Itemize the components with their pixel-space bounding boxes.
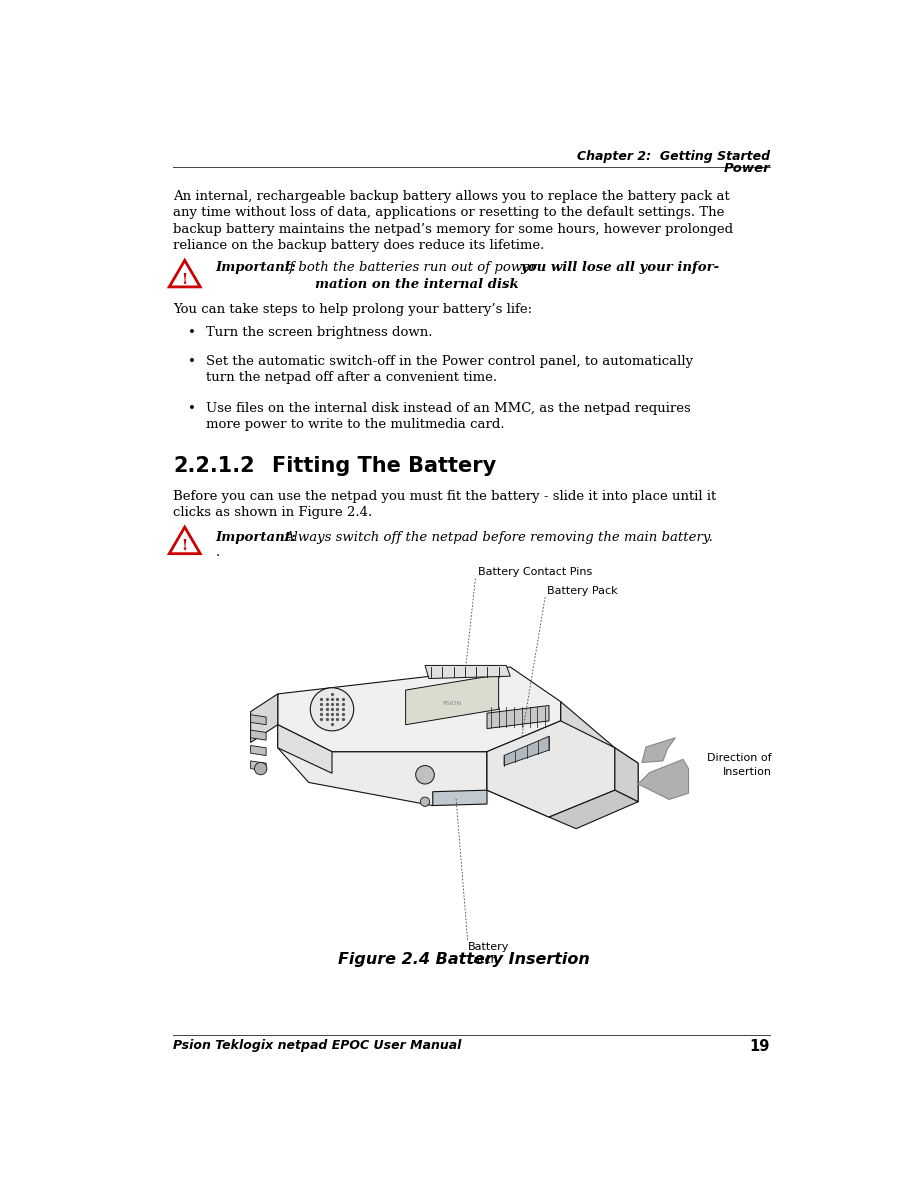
Text: Battery: Battery <box>467 942 508 952</box>
Text: .: . <box>502 278 506 291</box>
Text: Power: Power <box>722 162 769 175</box>
Text: •: • <box>187 402 196 415</box>
Polygon shape <box>486 721 614 818</box>
Text: turn the netpad off after a convenient time.: turn the netpad off after a convenient t… <box>206 372 496 384</box>
Polygon shape <box>425 665 510 679</box>
Circle shape <box>420 797 429 807</box>
Text: If both the batteries run out of power: If both the batteries run out of power <box>284 261 540 275</box>
Polygon shape <box>486 705 549 729</box>
Text: Figure 2.4 Battery Insertion: Figure 2.4 Battery Insertion <box>337 952 589 966</box>
Text: 19: 19 <box>749 1040 769 1054</box>
Text: !: ! <box>181 540 187 554</box>
Text: you will lose all your infor-: you will lose all your infor- <box>520 261 719 275</box>
Polygon shape <box>278 724 332 773</box>
Text: •: • <box>187 326 196 339</box>
Polygon shape <box>641 737 675 763</box>
Text: You can take steps to help prolong your battery’s life:: You can take steps to help prolong your … <box>173 303 532 317</box>
Text: reliance on the backup battery does reduce its lifetime.: reliance on the backup battery does redu… <box>173 239 544 252</box>
Text: An internal, rechargeable backup battery allows you to replace the battery pack : An internal, rechargeable backup battery… <box>173 191 729 203</box>
Polygon shape <box>638 759 687 800</box>
Text: Psion Teklogix netpad EPOC User Manual: Psion Teklogix netpad EPOC User Manual <box>173 1040 461 1053</box>
Text: Direction of: Direction of <box>706 753 771 764</box>
Polygon shape <box>250 761 266 771</box>
Polygon shape <box>278 667 560 752</box>
Text: Latch: Latch <box>467 956 498 965</box>
Polygon shape <box>614 748 638 802</box>
Text: Fitting The Battery: Fitting The Battery <box>272 456 496 476</box>
Text: PSION: PSION <box>442 701 461 706</box>
Circle shape <box>310 688 353 731</box>
Text: Important:: Important: <box>216 261 296 275</box>
Text: •: • <box>187 355 196 368</box>
Text: more power to write to the mulitmedia card.: more power to write to the mulitmedia ca… <box>206 417 504 430</box>
Polygon shape <box>278 724 486 806</box>
Polygon shape <box>486 701 638 818</box>
Text: mation on the internal disk: mation on the internal disk <box>314 278 518 291</box>
Text: Use files on the internal disk instead of an MMC, as the netpad requires: Use files on the internal disk instead o… <box>206 402 689 415</box>
Circle shape <box>415 765 434 784</box>
Polygon shape <box>549 790 638 829</box>
Text: Chapter 2:  Getting Started: Chapter 2: Getting Started <box>576 150 769 163</box>
Text: Battery Contact Pins: Battery Contact Pins <box>478 567 592 577</box>
Text: ·: · <box>216 549 220 562</box>
Text: any time without loss of data, applications or resetting to the default settings: any time without loss of data, applicati… <box>173 206 724 219</box>
Polygon shape <box>405 675 498 724</box>
Text: 2.2.1.2: 2.2.1.2 <box>173 456 255 476</box>
Text: Important:: Important: <box>216 531 296 544</box>
Polygon shape <box>432 790 486 806</box>
Polygon shape <box>250 715 266 724</box>
Text: !: ! <box>181 272 187 287</box>
Text: clicks as shown in Figure 2.4.: clicks as shown in Figure 2.4. <box>173 506 372 519</box>
Text: Before you can use the netpad you must fit the battery - slide it into place unt: Before you can use the netpad you must f… <box>173 490 716 504</box>
Text: Always switch off the netpad before removing the main battery.: Always switch off the netpad before remo… <box>284 531 712 544</box>
Polygon shape <box>504 736 549 765</box>
Text: backup battery maintains the netpad’s memory for some hours, however prolonged: backup battery maintains the netpad’s me… <box>173 223 732 235</box>
Text: Set the automatic switch-off in the Power control panel, to automatically: Set the automatic switch-off in the Powe… <box>206 355 692 368</box>
Text: Battery Pack: Battery Pack <box>546 585 617 596</box>
Polygon shape <box>250 746 266 755</box>
Polygon shape <box>250 730 266 740</box>
Circle shape <box>255 763 267 775</box>
Text: Turn the screen brightness down.: Turn the screen brightness down. <box>206 326 432 339</box>
Polygon shape <box>250 694 278 742</box>
Text: Insertion: Insertion <box>721 766 771 777</box>
